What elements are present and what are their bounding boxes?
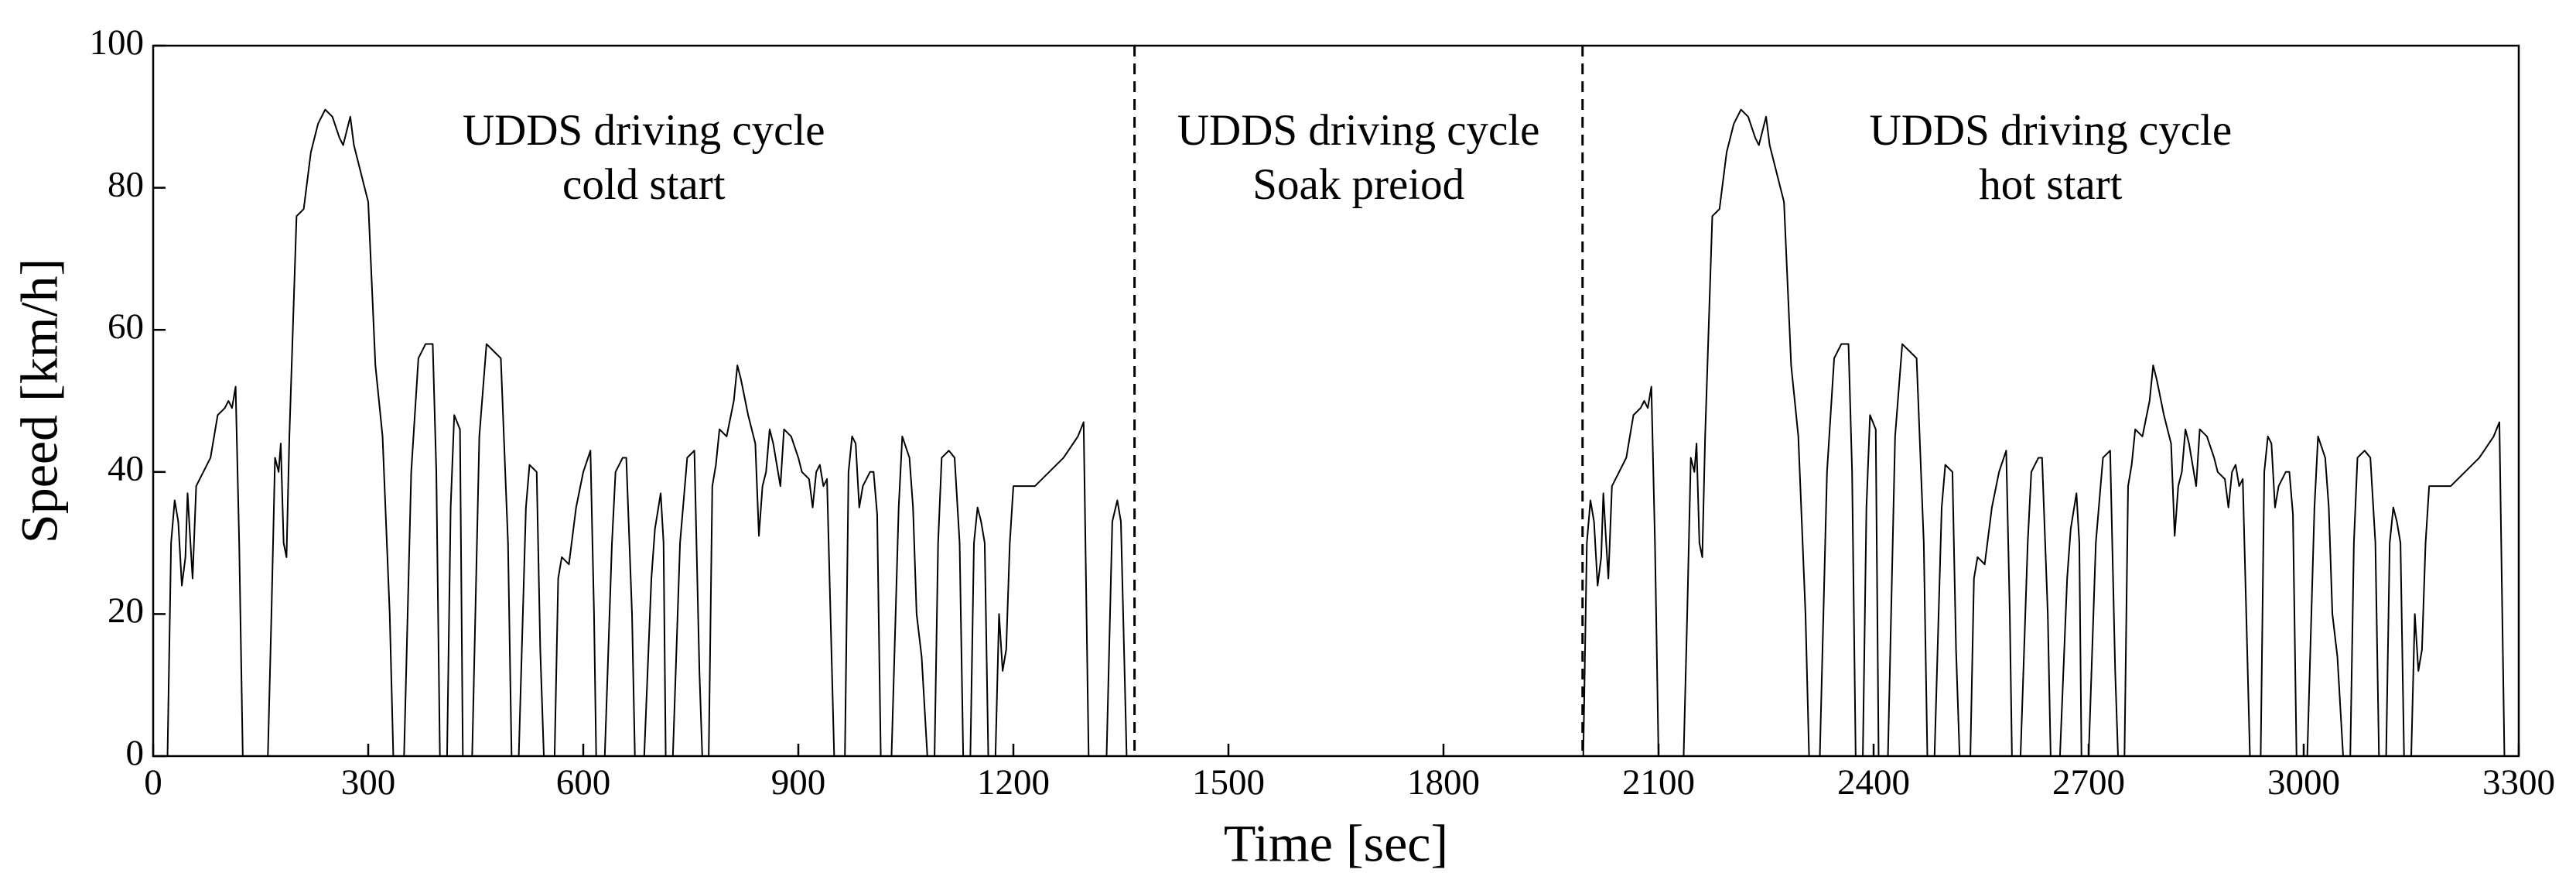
y-tick-label: 80: [108, 164, 144, 204]
y-tick-label: 0: [126, 733, 145, 773]
y-axis-title: Speed [km/h]: [10, 258, 69, 543]
x-tick-label: 900: [771, 762, 826, 803]
y-tick-label: 40: [108, 449, 144, 489]
x-tick-label: 300: [341, 762, 396, 803]
phase-label: UDDS driving cycle: [1177, 106, 1540, 155]
x-tick-label: 1500: [1192, 762, 1265, 803]
phase-label: Soak preiod: [1252, 160, 1464, 209]
speed-line: [153, 108, 2519, 757]
x-tick-label: 2700: [2052, 762, 2125, 803]
x-tick-label: 0: [144, 762, 162, 803]
phase-label: UDDS driving cycle: [463, 106, 825, 155]
x-tick-label: 1200: [977, 762, 1050, 803]
x-tick-label: 600: [556, 762, 611, 803]
x-tick-label: 1800: [1407, 762, 1480, 803]
y-tick-label: 20: [108, 590, 144, 631]
y-tick-label: 60: [108, 306, 144, 347]
phase-label: UDDS driving cycle: [1870, 106, 2233, 155]
phase-label: cold start: [562, 160, 726, 209]
x-tick-label: 3000: [2267, 762, 2340, 803]
x-axis-title: Time [sec]: [1224, 814, 1448, 873]
x-tick-label: 3300: [2482, 762, 2555, 803]
phase-label: hot start: [1979, 160, 2122, 209]
y-tick-label: 100: [90, 22, 145, 63]
x-tick-label: 2400: [1837, 762, 1910, 803]
x-tick-label: 2100: [1622, 762, 1695, 803]
